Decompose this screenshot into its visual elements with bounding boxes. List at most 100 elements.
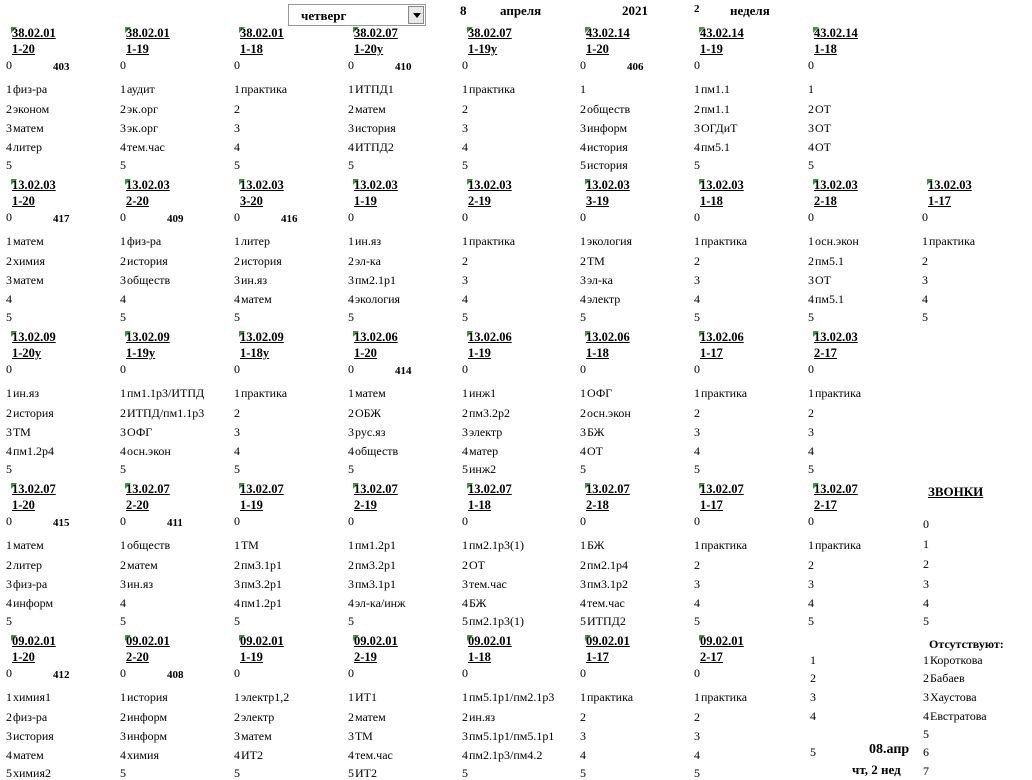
group-name[interactable]: 2-20 xyxy=(126,194,149,208)
room-number: 414 xyxy=(395,365,412,377)
group-name[interactable]: 1-19 xyxy=(126,42,149,56)
group-name[interactable]: 2-20 xyxy=(126,498,149,512)
specialty-code: 13.02.07 xyxy=(814,482,858,496)
group-name[interactable]: 1-19 xyxy=(468,346,491,360)
pair-number: 1 xyxy=(120,234,126,248)
group-name[interactable]: 2-17 xyxy=(814,346,837,360)
group-name[interactable]: 1-18 xyxy=(700,194,723,208)
specialty-code: 09.02.01 xyxy=(240,634,284,648)
group-name[interactable]: 2-18 xyxy=(586,498,609,512)
bells-item: 1 xyxy=(923,537,929,551)
group-name[interactable]: 1-17 xyxy=(700,346,723,360)
group-name[interactable]: 2-20 xyxy=(126,650,149,664)
pair-number: 5 xyxy=(6,158,12,172)
lesson: ТМ xyxy=(13,425,31,439)
specialty-code: 13.02.03 xyxy=(700,178,744,192)
pair-number: 2 xyxy=(234,710,240,724)
absent-num: 4 xyxy=(923,709,929,723)
lesson: пм2.1р4 xyxy=(587,558,629,572)
lesson: матем xyxy=(355,102,386,116)
group-name[interactable]: 1-20 xyxy=(12,650,35,664)
group-name[interactable]: 1-18у xyxy=(240,346,270,360)
lesson: ТМ xyxy=(241,538,259,552)
pair-number: 5 xyxy=(694,310,700,324)
group-name[interactable]: 2-19 xyxy=(354,498,377,512)
specialty-code: 13.02.06 xyxy=(700,330,744,344)
lesson: информ xyxy=(127,710,168,724)
pair-number: 3 xyxy=(462,577,468,591)
group-name[interactable]: 1-17 xyxy=(928,194,951,208)
pair-number: 3 xyxy=(694,577,700,591)
group-name[interactable]: 1-20у xyxy=(354,42,384,56)
pair-number: 4 xyxy=(120,748,126,762)
group-name[interactable]: 1-20 xyxy=(586,42,609,56)
group-name[interactable]: 1-19 xyxy=(240,650,263,664)
lesson: матем xyxy=(355,710,386,724)
cell-marker-icon xyxy=(467,331,473,337)
pair-number: 3 xyxy=(348,425,354,439)
lesson: ин.яз xyxy=(13,386,40,400)
group-name[interactable]: 1-20 xyxy=(354,346,377,360)
pair-number: 0 xyxy=(462,514,468,528)
group-name[interactable]: 1-19 xyxy=(240,498,263,512)
group-name[interactable]: 1-20у xyxy=(12,346,42,360)
cell-marker-icon xyxy=(11,179,17,185)
pair-number: 0 xyxy=(120,210,126,224)
pair-number: 3 xyxy=(348,121,354,135)
group-name[interactable]: 1-18 xyxy=(468,650,491,664)
pair-number: 4 xyxy=(694,444,700,458)
pair-number: 1 xyxy=(808,538,814,552)
group-name[interactable]: 3-20 xyxy=(240,194,263,208)
day-select[interactable]: четверг xyxy=(288,4,426,26)
specialty-code: 13.02.03 xyxy=(814,330,858,344)
lesson: история xyxy=(13,729,54,743)
lesson: пм1.1р3/ИТПД xyxy=(127,386,205,400)
group-name[interactable]: 1-19 xyxy=(700,42,723,56)
room-number: 409 xyxy=(167,213,184,225)
group-name[interactable]: 1-20 xyxy=(12,498,35,512)
pair-number: 3 xyxy=(348,577,354,591)
pair-number: 5 xyxy=(580,766,586,780)
pair-number: 5 xyxy=(694,462,700,476)
pair-number: 3 xyxy=(808,425,814,439)
group-name[interactable]: 2-19 xyxy=(354,650,377,664)
pair-number: 0 xyxy=(462,58,468,72)
group-name[interactable]: 1-17 xyxy=(700,498,723,512)
group-name[interactable]: 1-19 xyxy=(354,194,377,208)
group-name[interactable]: 1-17 xyxy=(586,650,609,664)
pair-number: 2 xyxy=(6,406,12,420)
group-name[interactable]: 2-17 xyxy=(700,650,723,664)
lesson: пм5.1 xyxy=(815,254,845,268)
group-name[interactable]: 1-20 xyxy=(12,194,35,208)
room-number: 403 xyxy=(53,61,70,73)
pair-number: 0 xyxy=(580,666,586,680)
group-name[interactable]: 1-18 xyxy=(468,498,491,512)
group-name[interactable]: 1-19у xyxy=(468,42,498,56)
pair-number: 2 xyxy=(462,558,468,572)
cell-marker-icon xyxy=(239,635,245,641)
lesson: пм1.1 xyxy=(701,102,731,116)
lesson: инж2 xyxy=(469,462,497,476)
group-name[interactable]: 2-17 xyxy=(814,498,837,512)
pair-number: 4 xyxy=(6,444,12,458)
lesson: тем.час xyxy=(127,140,165,154)
group-name[interactable]: 3-19 xyxy=(586,194,609,208)
dropdown-arrow-icon[interactable] xyxy=(408,6,424,24)
lesson: история xyxy=(127,254,168,268)
pair-number: 5 xyxy=(580,462,586,476)
group-name[interactable]: 1-20 xyxy=(12,42,35,56)
pair-number: 3 xyxy=(580,273,586,287)
group-name[interactable]: 1-19у xyxy=(126,346,156,360)
cell-marker-icon xyxy=(585,179,591,185)
pair-number: 1 xyxy=(694,386,700,400)
lesson: матем xyxy=(13,273,44,287)
group-name[interactable]: 2-18 xyxy=(814,194,837,208)
pair-number: 1 xyxy=(234,82,240,96)
group-name[interactable]: 1-18 xyxy=(240,42,263,56)
pair-number: 4 xyxy=(120,140,126,154)
group-name[interactable]: 2-19 xyxy=(468,194,491,208)
group-name[interactable]: 1-18 xyxy=(814,42,837,56)
pair-number: 2 xyxy=(462,710,468,724)
lesson: ин.яз xyxy=(241,273,268,287)
group-name[interactable]: 1-18 xyxy=(586,346,609,360)
